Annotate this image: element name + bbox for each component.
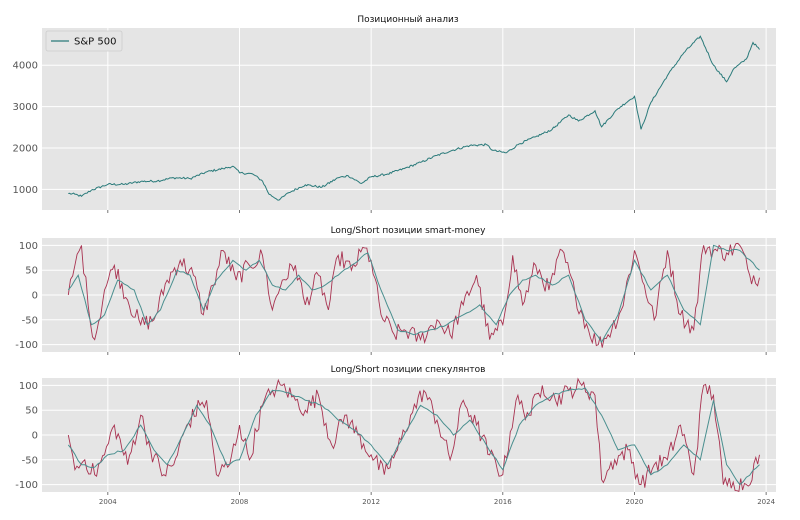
x-tick-label: 2020 (626, 498, 644, 506)
y-tick-label: 50 (25, 266, 38, 277)
y-tick-label: -100 (15, 480, 38, 491)
panel-title: Позиционный анализ (357, 15, 458, 25)
panel-title: Long/Short позиции smart-money (331, 226, 486, 236)
sp500-panel: Позиционный анализ 1000 2000 3000 4000 S&P 5… (13, 15, 776, 213)
y-tick-label: 1000 (13, 185, 38, 196)
y-tick-label: 100 (19, 381, 38, 392)
y-tick-label: -50 (22, 315, 38, 326)
x-tick-label: 2004 (99, 498, 117, 506)
legend-box (45, 30, 123, 52)
panel-title: Long/Short позиции спекулянтов (331, 365, 486, 375)
speculators-panel: Long/Short позиции спекулянтов -100 -50 0 5… (15, 365, 776, 506)
y-tick-label: 2000 (13, 143, 38, 154)
smoothed-position-line (67, 387, 760, 486)
plot-area (42, 28, 776, 210)
x-tick-label: 2012 (362, 498, 380, 506)
y-tick-label: 0 (32, 291, 38, 302)
x-tick-label: 2024 (757, 498, 775, 506)
y-tick-label: 0 (32, 431, 38, 442)
x-tick-label: 2008 (231, 498, 249, 506)
y-tick-label: 100 (19, 241, 38, 252)
y-tick-label: -50 (22, 455, 38, 466)
y-tick-label: 3000 (13, 102, 38, 113)
x-tick-label: 2016 (494, 498, 512, 506)
smoothed-position-line (67, 244, 760, 344)
legend: S&P 500 (45, 30, 123, 52)
y-tick-label: 4000 (13, 61, 38, 72)
smart-money-panel: Long/Short позиции smart-money -100 -50 0 5… (15, 226, 776, 355)
y-tick-label: 50 (25, 406, 38, 417)
y-tick-label: -100 (15, 340, 38, 351)
legend-label: S&P 500 (74, 37, 116, 48)
raw-position-line (67, 242, 760, 348)
sp500-series-line (68, 35, 760, 201)
